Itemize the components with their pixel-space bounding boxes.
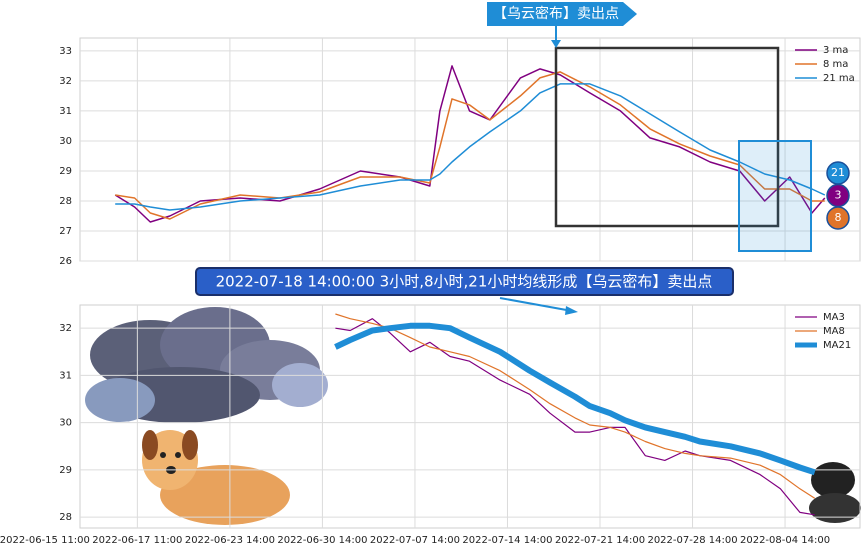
annotation-banner: [487, 2, 637, 26]
x-tick-label: 2022-07-21 14:00: [555, 535, 645, 546]
x-tick-label: 2022-08-04 14:00: [740, 535, 830, 546]
badge: [826, 206, 850, 230]
y-tick-label: 31: [59, 370, 72, 381]
x-tick-label: 2022-07-07 14:00: [370, 535, 460, 546]
x-tick-label: 2022-06-23 14:00: [185, 535, 275, 546]
y-tick-label: 30: [59, 136, 72, 147]
legend-label: MA21: [823, 340, 851, 351]
badge-label: 21: [831, 166, 845, 179]
x-tick-label: 2022-07-28 14:00: [647, 535, 737, 546]
badge-label: 8: [835, 211, 842, 224]
series-line: [335, 313, 816, 499]
title-box: [195, 267, 734, 296]
signal-zoom-box: [738, 140, 812, 252]
y-tick-label: 29: [59, 465, 72, 476]
badge-label: 3: [835, 189, 842, 202]
legend: MA3 MA8 MA21: [795, 312, 851, 351]
x-tick-label: 2022-06-17 11:00: [92, 535, 182, 546]
y-tick-label: 33: [59, 46, 72, 57]
y-tick-label: 29: [59, 166, 72, 177]
y-tick-label: 27: [59, 226, 72, 237]
legend-label: 21 ma: [823, 73, 855, 84]
cloud-illustration: [85, 307, 328, 423]
legend-label: MA3: [823, 312, 845, 323]
y-tick-label: 26: [59, 256, 72, 267]
legend: 3 ma 8 ma 21 ma: [795, 45, 855, 84]
y-tick-label: 28: [59, 512, 72, 523]
y-tick-label: 31: [59, 106, 72, 117]
chart-title: 2022-07-18 14:00:00 3小时,8小时,21小时均线形成【乌云密…: [216, 273, 713, 291]
storm-cloud-icon: [809, 462, 861, 523]
x-tick-label: 2022-06-30 14:00: [277, 535, 367, 546]
legend-label: 3 ma: [823, 45, 848, 56]
y-tick-label: 32: [59, 323, 72, 334]
series-line: [335, 318, 815, 516]
y-tick-label: 30: [59, 418, 72, 429]
legend-label: 8 ma: [823, 59, 848, 70]
series-line: [334, 322, 816, 476]
arrow-head: [565, 306, 578, 315]
x-tick-label: 2022-06-15 11:00: [0, 535, 90, 546]
annotation-text: 【乌云密布】卖出点: [493, 5, 619, 22]
series-line: [115, 71, 825, 220]
plot-frame: [79, 304, 861, 529]
signal-box: [554, 46, 780, 228]
x-tick-label: 2022-07-14 14:00: [462, 535, 552, 546]
y-tick-label: 28: [59, 196, 72, 207]
series-line: [115, 83, 826, 211]
dog-illustration: [142, 430, 290, 525]
legend-label: MA8: [823, 326, 845, 337]
y-tick-label: 32: [59, 76, 72, 87]
title-arrow: [499, 297, 573, 312]
arrow-head: [551, 40, 561, 48]
